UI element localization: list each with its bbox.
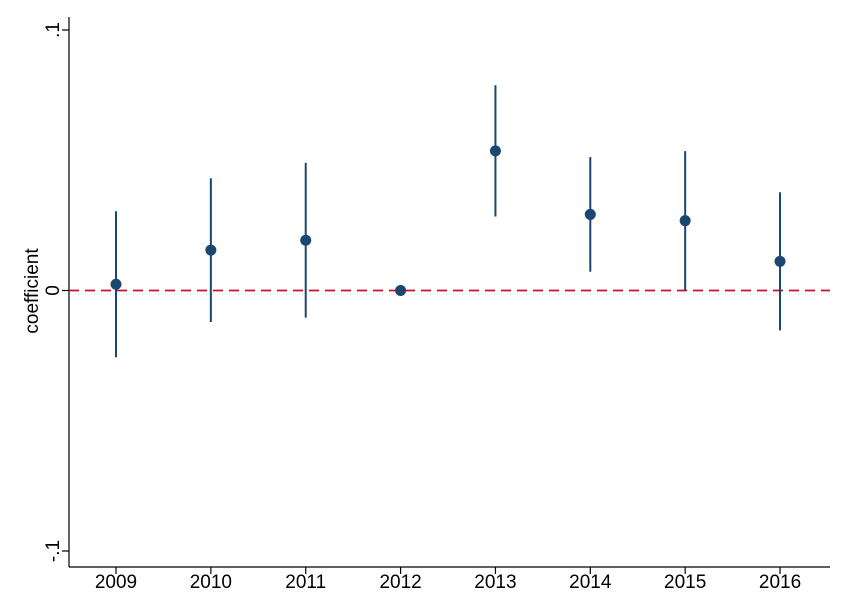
plot-area: -.1 0 .1 2009 2010 2011 2012 2013 2014 2015 2016 [43,17,830,593]
coefficient-point [679,215,691,227]
y-axis-title: coefficient [22,248,43,334]
x-tick-label: 2014 [569,572,612,593]
x-tick-label: 2015 [664,572,706,593]
y-tick-label: -.1 [43,540,64,562]
coefficient-point [489,145,501,157]
x-tick-label: 2016 [759,572,801,593]
y-tick-label: .1 [43,22,64,38]
coefficient-point [774,255,786,267]
coefficient-point [205,244,217,256]
x-tick-label: 2009 [95,572,137,593]
coefficient-point [584,208,596,220]
coefficient-point [110,278,122,290]
x-tick-label: 2013 [474,572,516,593]
x-tick-label: 2010 [190,572,232,593]
x-tick-label: 2012 [379,572,421,593]
coefficient-point [395,285,407,296]
coefficient-point [300,234,312,246]
y-tick-label: 0 [43,285,64,296]
x-tick-label: 2011 [285,572,326,593]
